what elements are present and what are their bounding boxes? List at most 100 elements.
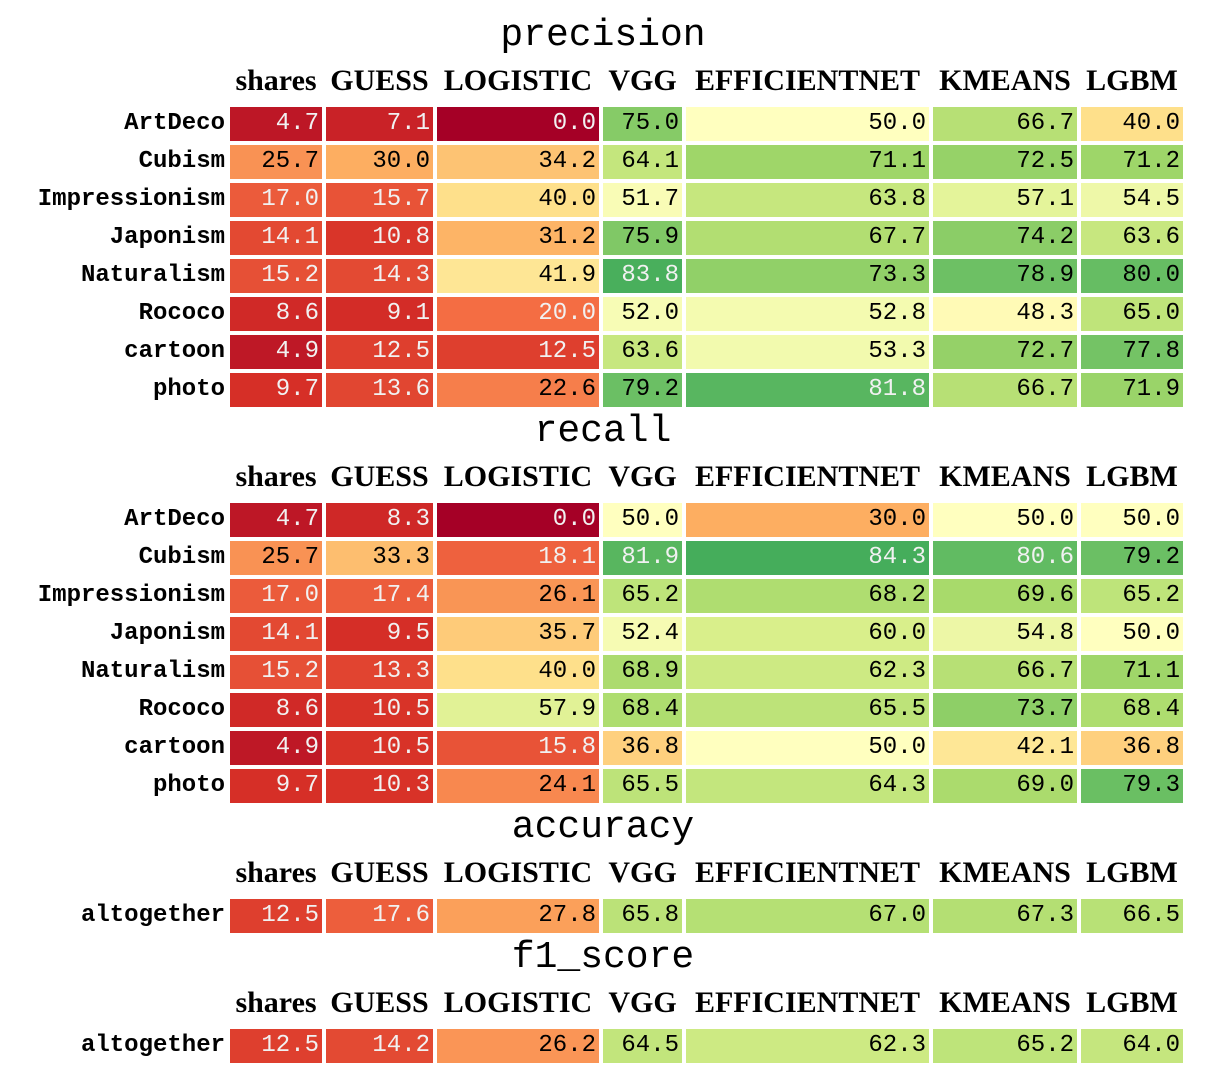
column-header-efficientnet: EFFICIENTNET xyxy=(694,460,921,493)
table-title-f1-score: f1_score xyxy=(511,936,695,979)
heatmap-cell: 63.6 xyxy=(603,335,682,369)
heatmap-cell: 69.6 xyxy=(933,579,1077,613)
heatmap-cell: 68.4 xyxy=(603,693,682,727)
heatmap-cell: 27.8 xyxy=(437,899,599,933)
heatmap-cell: 0.0 xyxy=(437,107,599,141)
heatmap-cell: 57.1 xyxy=(933,183,1077,217)
heatmap-cell: 13.3 xyxy=(326,655,433,689)
heatmap-cell: 14.1 xyxy=(230,617,322,651)
heatmap-cell: 4.7 xyxy=(230,503,322,537)
column-header-lgbm: LGBM xyxy=(1086,64,1178,97)
heatmap-cell: 10.5 xyxy=(326,693,433,727)
heatmap-cell: 17.0 xyxy=(230,183,322,217)
heatmap-cell: 15.2 xyxy=(230,259,322,293)
row-label-photo: photo xyxy=(152,376,225,403)
heatmap-cell: 31.2 xyxy=(437,221,599,255)
heatmap-cell: 69.0 xyxy=(933,769,1077,803)
column-header-logistic: LOGISTIC xyxy=(443,856,593,889)
heatmap-cell: 48.3 xyxy=(933,297,1077,331)
heatmap-cell: 73.3 xyxy=(686,259,929,293)
row-label-cubism: Cubism xyxy=(138,544,225,571)
heatmap-cell: 26.2 xyxy=(437,1029,599,1063)
heatmap-cell: 72.5 xyxy=(933,145,1077,179)
column-header-guess: GUESS xyxy=(330,986,429,1019)
heatmap-cell: 25.7 xyxy=(230,541,322,575)
heatmap-cell: 9.5 xyxy=(326,617,433,651)
heatmap-cell: 65.5 xyxy=(686,693,929,727)
heatmap-cell: 62.3 xyxy=(686,1029,929,1063)
column-header-lgbm: LGBM xyxy=(1086,986,1178,1019)
heatmap-cell: 8.6 xyxy=(230,693,322,727)
heatmap-cell: 71.1 xyxy=(1081,655,1183,689)
column-header-efficientnet: EFFICIENTNET xyxy=(694,856,921,889)
heatmap-cell: 17.4 xyxy=(326,579,433,613)
row-label-cartoon: cartoon xyxy=(124,734,225,761)
heatmap-cell: 25.7 xyxy=(230,145,322,179)
heatmap-cell: 57.9 xyxy=(437,693,599,727)
row-label-cartoon: cartoon xyxy=(124,338,225,365)
heatmap-cell: 63.8 xyxy=(686,183,929,217)
column-header-guess: GUESS xyxy=(330,856,429,889)
heatmap-cell: 12.5 xyxy=(437,335,599,369)
heatmap-cell: 71.1 xyxy=(686,145,929,179)
heatmap-cell: 30.0 xyxy=(686,503,929,537)
heatmap-cell: 0.0 xyxy=(437,503,599,537)
column-header-vgg: VGG xyxy=(608,986,677,1019)
column-header-kmeans: KMEANS xyxy=(939,986,1071,1019)
heatmap-cell: 62.3 xyxy=(686,655,929,689)
row-label-cubism: Cubism xyxy=(138,148,225,175)
heatmap-cell: 10.8 xyxy=(326,221,433,255)
heatmap-cell: 65.2 xyxy=(933,1029,1077,1063)
heatmap-cell: 17.6 xyxy=(326,899,433,933)
heatmap-cell: 79.2 xyxy=(603,373,682,407)
heatmap-cell: 14.3 xyxy=(326,259,433,293)
heatmap-cell: 36.8 xyxy=(1081,731,1183,765)
heatmap-cell: 66.7 xyxy=(933,107,1077,141)
heatmap-cell: 50.0 xyxy=(933,503,1077,537)
column-header-efficientnet: EFFICIENTNET xyxy=(694,64,921,97)
heatmap-cell: 40.0 xyxy=(437,655,599,689)
heatmap-cell: 4.9 xyxy=(230,731,322,765)
column-header-vgg: VGG xyxy=(608,64,677,97)
heatmap-cell: 10.5 xyxy=(326,731,433,765)
heatmap-cell: 65.2 xyxy=(1081,579,1183,613)
heatmap-cell: 67.7 xyxy=(686,221,929,255)
column-header-shares: shares xyxy=(235,64,317,97)
heatmap-cell: 66.5 xyxy=(1081,899,1183,933)
column-header-kmeans: KMEANS xyxy=(939,856,1071,889)
heatmap-cell: 22.6 xyxy=(437,373,599,407)
column-header-kmeans: KMEANS xyxy=(939,460,1071,493)
heatmap-cell: 50.0 xyxy=(686,107,929,141)
row-label-naturalism: Naturalism xyxy=(80,262,225,289)
heatmap-cell: 14.2 xyxy=(326,1029,433,1063)
row-label-rococo: Rococo xyxy=(138,696,225,723)
heatmap-cell: 52.4 xyxy=(603,617,682,651)
heatmap-cell: 81.9 xyxy=(603,541,682,575)
heatmap-cell: 13.6 xyxy=(326,373,433,407)
heatmap-cell: 74.2 xyxy=(933,221,1077,255)
heatmap-cell: 54.5 xyxy=(1081,183,1183,217)
heatmap-cell: 63.6 xyxy=(1081,221,1183,255)
row-label-impressionism: Impressionism xyxy=(37,186,225,213)
heatmap-cell: 64.5 xyxy=(603,1029,682,1063)
heatmap-cell: 68.4 xyxy=(1081,693,1183,727)
column-header-guess: GUESS xyxy=(330,460,429,493)
row-label-artdeco: ArtDeco xyxy=(124,506,225,533)
heatmap-cell: 54.8 xyxy=(933,617,1077,651)
heatmap-cell: 50.0 xyxy=(1081,503,1183,537)
heatmap-cell: 75.0 xyxy=(603,107,682,141)
heatmap-cell: 24.1 xyxy=(437,769,599,803)
row-label-altogether: altogether xyxy=(80,1032,225,1059)
heatmap-cell: 66.7 xyxy=(933,373,1077,407)
column-header-lgbm: LGBM xyxy=(1086,856,1178,889)
column-header-shares: shares xyxy=(235,986,317,1019)
heatmap-cell: 10.3 xyxy=(326,769,433,803)
column-header-kmeans: KMEANS xyxy=(939,64,1071,97)
heatmap-cell: 30.0 xyxy=(326,145,433,179)
heatmap-cell: 79.3 xyxy=(1081,769,1183,803)
heatmap-cell: 7.1 xyxy=(326,107,433,141)
heatmap-cell: 83.8 xyxy=(603,259,682,293)
heatmap-cell: 65.5 xyxy=(603,769,682,803)
heatmap-cell: 79.2 xyxy=(1081,541,1183,575)
